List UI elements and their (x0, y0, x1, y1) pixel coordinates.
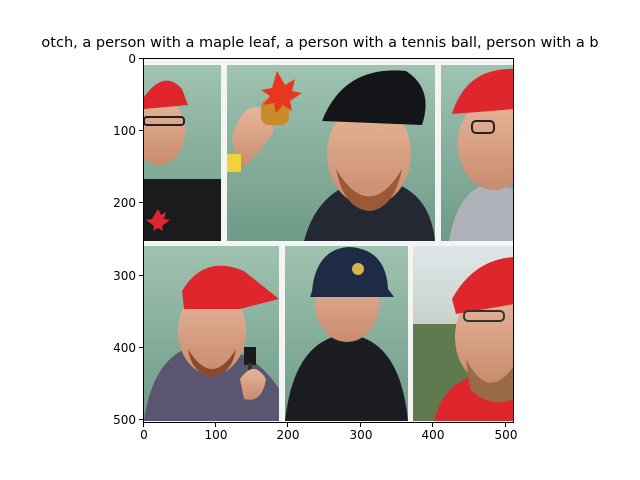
photo-panel-6 (413, 246, 513, 421)
x-tick-mark (215, 423, 216, 427)
photo-panel-3 (441, 65, 513, 241)
y-tick-label: 200 (113, 196, 136, 210)
x-tick-label: 0 (140, 428, 148, 442)
photo-panel-1 (144, 65, 221, 241)
y-tick-mark (139, 130, 143, 131)
y-tick-mark (139, 58, 143, 59)
x-tick-mark (505, 423, 506, 427)
x-tick-mark (360, 423, 361, 427)
y-tick-label: 0 (128, 52, 136, 66)
x-tick-label: 300 (349, 428, 373, 442)
photo-panel-5 (285, 246, 408, 421)
photo-panel-2 (227, 65, 435, 241)
figure-title: otch, a person with a maple leaf, a pers… (41, 35, 599, 51)
x-tick-label: 500 (494, 428, 518, 442)
x-tick-mark (143, 423, 144, 427)
y-tick-label: 400 (113, 341, 136, 355)
y-tick-label: 300 (113, 269, 136, 283)
image-axes (143, 58, 514, 423)
y-tick-mark (139, 419, 143, 420)
y-tick-mark (139, 275, 143, 276)
x-tick-label: 200 (276, 428, 300, 442)
x-tick-label: 400 (421, 428, 445, 442)
x-tick-mark (432, 423, 433, 427)
y-tick-label: 500 (113, 413, 136, 427)
y-tick-mark (139, 347, 143, 348)
y-tick-mark (139, 202, 143, 203)
photo-grid (144, 59, 513, 422)
y-tick-label: 100 (113, 124, 136, 138)
photo-panel-4 (144, 246, 279, 421)
x-tick-label: 100 (204, 428, 228, 442)
x-tick-mark (287, 423, 288, 427)
